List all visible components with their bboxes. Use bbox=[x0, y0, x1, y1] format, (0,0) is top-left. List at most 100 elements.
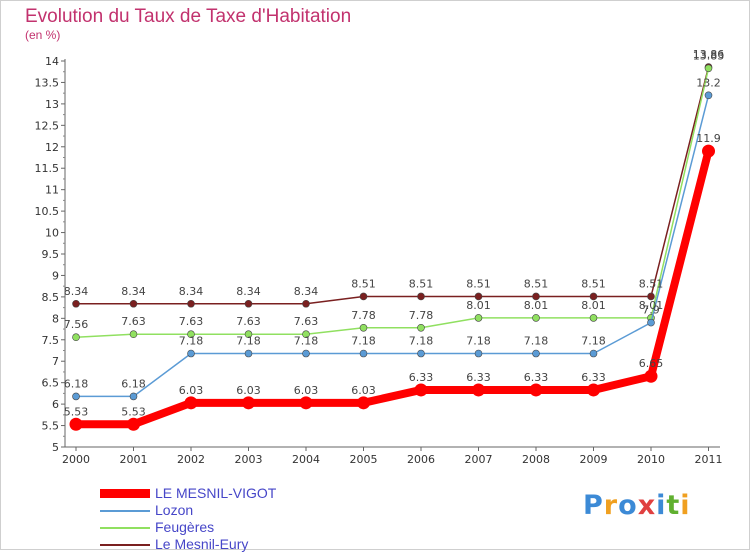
legend-swatch bbox=[100, 544, 150, 546]
data-label: 5.53 bbox=[64, 405, 89, 418]
y-tick-label: 12.5 bbox=[35, 119, 60, 132]
data-label: 8.51 bbox=[581, 277, 606, 290]
data-label: 6.03 bbox=[179, 384, 204, 397]
data-point bbox=[244, 349, 253, 358]
data-point bbox=[127, 417, 140, 431]
y-tick-label: 9.5 bbox=[42, 248, 60, 261]
data-label: 7.63 bbox=[294, 315, 319, 328]
data-point bbox=[644, 369, 658, 383]
data-label: 6.33 bbox=[524, 371, 549, 384]
y-tick-label: 11 bbox=[45, 184, 59, 197]
logo-letter: t bbox=[666, 490, 681, 521]
data-point bbox=[184, 396, 198, 410]
series-line bbox=[76, 95, 710, 398]
data-label: 6.03 bbox=[294, 384, 319, 397]
data-label: 8.34 bbox=[121, 285, 146, 298]
y-tick-label: 13.5 bbox=[35, 76, 60, 89]
data-label: 6.33 bbox=[466, 371, 491, 384]
data-label: 8.51 bbox=[639, 277, 664, 290]
data-label: 7.63 bbox=[121, 315, 146, 328]
data-point bbox=[417, 349, 425, 358]
data-point bbox=[69, 417, 83, 431]
data-label: 7.18 bbox=[236, 335, 261, 348]
data-point bbox=[472, 383, 485, 397]
y-tick-label: 6.5 bbox=[42, 377, 60, 390]
data-label: 7.9 bbox=[642, 304, 660, 317]
data-point bbox=[359, 292, 368, 301]
data-point bbox=[72, 333, 80, 342]
data-point bbox=[129, 330, 138, 339]
data-point bbox=[532, 292, 540, 301]
data-label: 8.34 bbox=[294, 285, 319, 298]
data-point bbox=[474, 349, 483, 358]
legend-swatch bbox=[100, 527, 150, 529]
data-point bbox=[417, 292, 425, 301]
logo-letter: r bbox=[603, 490, 619, 521]
data-point bbox=[302, 330, 310, 339]
legend-item-lozon[interactable]: Lozon bbox=[100, 502, 360, 519]
data-label: 13.2 bbox=[696, 76, 721, 89]
data-label: 8.51 bbox=[466, 277, 491, 290]
data-label: 8.01 bbox=[524, 299, 549, 312]
y-tick-label: 10 bbox=[45, 227, 59, 240]
data-point bbox=[242, 396, 255, 410]
data-point bbox=[532, 349, 540, 358]
y-tick-label: 8 bbox=[52, 312, 59, 325]
data-point bbox=[244, 299, 253, 308]
data-point bbox=[589, 349, 598, 358]
x-tick-label: 2009 bbox=[580, 453, 608, 466]
data-point bbox=[529, 383, 543, 397]
data-point bbox=[302, 349, 310, 358]
series-line bbox=[75, 68, 710, 338]
y-tick-label: 12 bbox=[45, 141, 59, 154]
x-tick-label: 2006 bbox=[407, 453, 435, 466]
legend-swatch bbox=[100, 489, 150, 498]
data-label: 6.03 bbox=[236, 384, 261, 397]
y-tick-label: 11.5 bbox=[35, 162, 60, 175]
data-label: 6.65 bbox=[639, 357, 664, 370]
data-label: 8.01 bbox=[639, 299, 664, 312]
data-point bbox=[647, 318, 655, 327]
data-label: 5.53 bbox=[121, 405, 146, 418]
legend-item-le-mesnil-eury[interactable]: Le Mesnil-Eury bbox=[100, 536, 360, 553]
legend-label: Le Mesnil-Eury bbox=[155, 536, 249, 552]
data-point bbox=[532, 314, 540, 322]
y-tick-label: 5.5 bbox=[42, 420, 60, 433]
legend-item-le-mesnil-vigot[interactable]: LE MESNIL-VIGOT bbox=[100, 485, 360, 502]
data-label: 13.86 bbox=[693, 48, 725, 61]
data-point bbox=[187, 330, 195, 339]
data-label: 7.78 bbox=[409, 309, 434, 322]
data-point bbox=[359, 349, 368, 358]
logo-letter: x bbox=[637, 490, 657, 521]
x-tick-label: 2003 bbox=[235, 453, 263, 466]
chart-title: Evolution du Taux de Taxe d'Habitation bbox=[25, 6, 352, 27]
data-point bbox=[414, 383, 428, 397]
y-tick-label: 7.5 bbox=[42, 334, 60, 347]
x-tick-label: 2011 bbox=[695, 453, 723, 466]
data-label: 7.63 bbox=[179, 315, 204, 328]
data-label: 6.33 bbox=[409, 371, 434, 384]
y-axis-labels: 5 5.5 6 6.5 7 7.5 8 8.5 9 9.5 10 10.5 11 11.5 12 12.5 13… bbox=[35, 55, 60, 454]
data-label: 7.18 bbox=[409, 335, 434, 348]
legend-label: Lozon bbox=[155, 502, 194, 518]
data-label: 7.78 bbox=[351, 309, 376, 322]
data-label: 8.51 bbox=[524, 277, 549, 290]
chart-subtitle: (en %) bbox=[25, 28, 61, 42]
x-tick-label: 2001 bbox=[120, 453, 148, 466]
data-point bbox=[474, 292, 483, 301]
x-tick-label: 2005 bbox=[350, 453, 378, 466]
data-point bbox=[647, 292, 655, 301]
data-label: 13.83 bbox=[693, 49, 725, 62]
legend-item-feugeres[interactable]: Feugères bbox=[100, 519, 360, 536]
data-label: 7.18 bbox=[466, 335, 491, 348]
data-point bbox=[417, 323, 425, 332]
logo-letter: o bbox=[618, 490, 638, 521]
data-label: 8.34 bbox=[236, 285, 261, 298]
data-label: 6.33 bbox=[581, 371, 606, 384]
axes bbox=[61, 59, 720, 451]
x-tick-label: 2010 bbox=[637, 453, 665, 466]
y-tick-label: 14 bbox=[45, 55, 59, 68]
y-tick-label: 5 bbox=[52, 441, 59, 454]
data-label: 11.9 bbox=[696, 132, 721, 145]
